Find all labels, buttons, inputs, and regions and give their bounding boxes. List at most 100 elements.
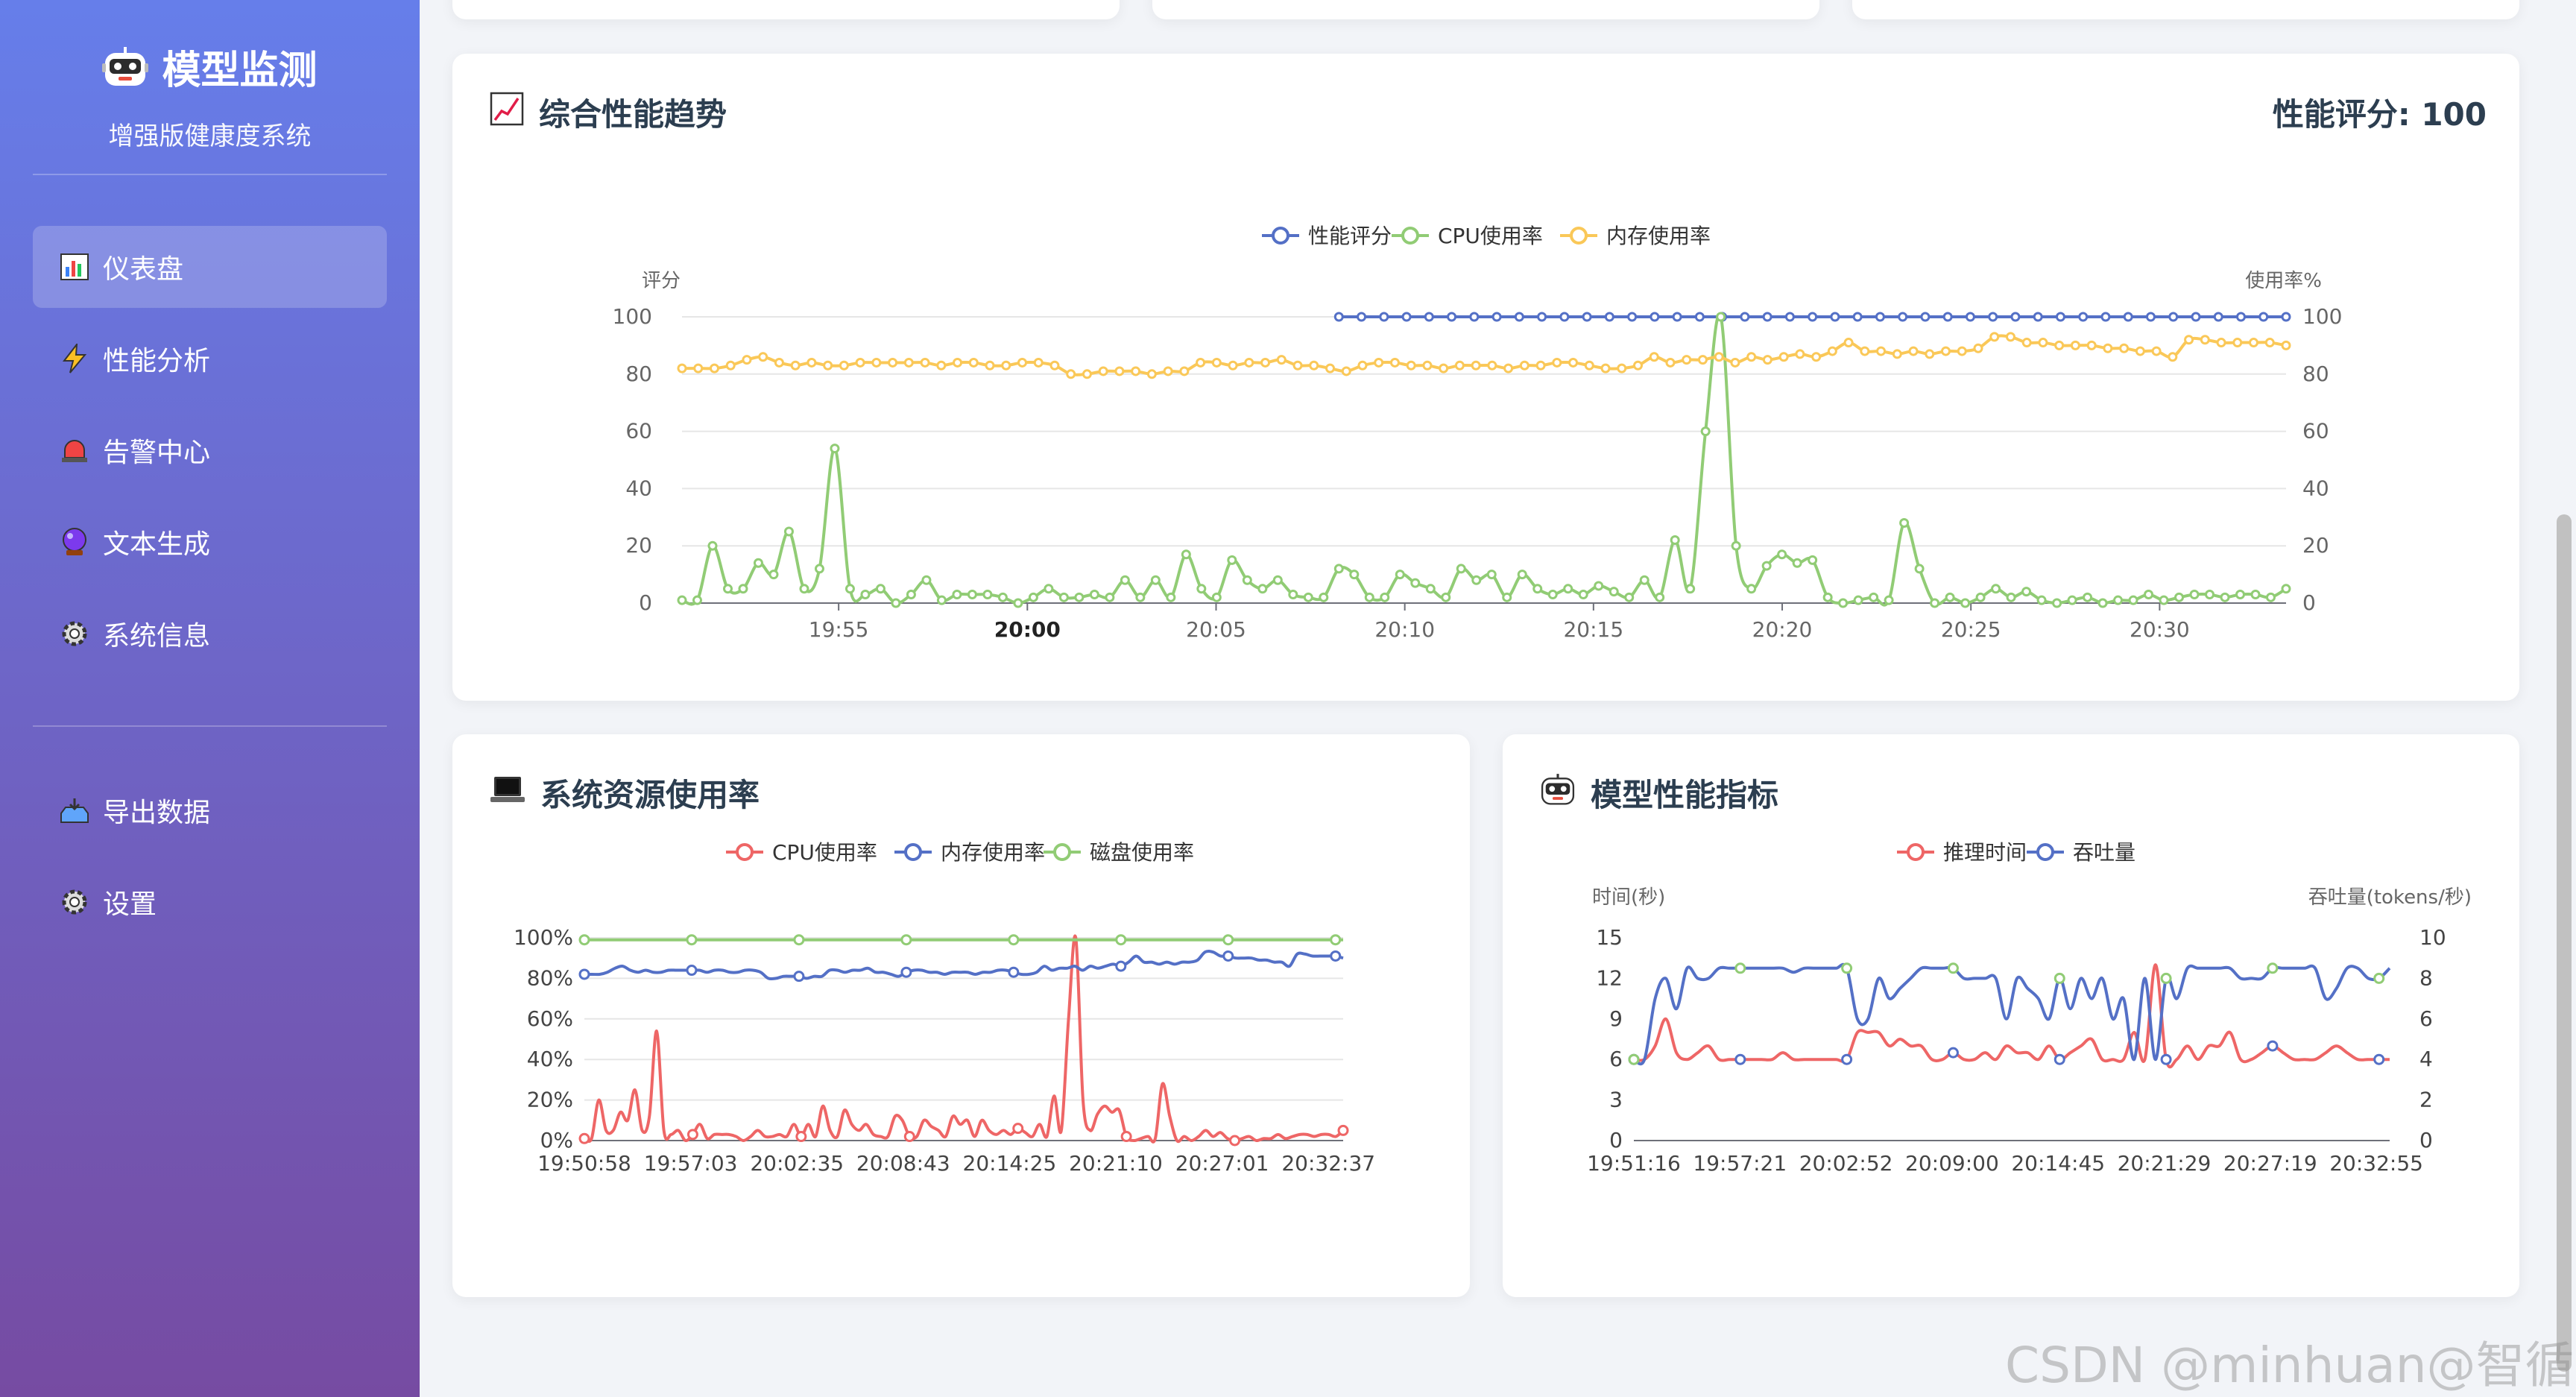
robot-icon [102,45,149,89]
data-point [903,357,914,368]
y-tick-label: 20% [527,1088,573,1112]
data-point [2249,338,2259,348]
data-point [1257,584,1268,594]
x-tick-label: 19:50:58 [537,1151,631,1176]
data-point [814,564,824,574]
resource-title: 系统资源使用率 [490,770,760,816]
data-point [707,540,718,551]
data-point [2100,312,2111,322]
data-point [1778,352,1789,362]
data-point [1244,357,1254,368]
data-point [1547,589,1558,599]
y-tick-label: 60 [625,419,652,444]
brand: 模型监测 增强版健康度系统 [0,39,420,152]
data-point [903,1131,915,1143]
x-tick-label: 20:21:10 [1069,1151,1163,1176]
data-point [952,589,962,599]
data-point [1860,346,1870,356]
data-point [1965,312,1975,322]
y-tick-label: 0% [540,1128,573,1152]
data-point [1033,357,1044,368]
data-point [1584,360,1594,370]
x-tick-label: 20:14:45 [2011,1151,2105,1176]
data-point [1650,312,1660,322]
y2-axis-label: 吞吐量(tokens/秒) [2308,886,2472,909]
data-point [1425,584,1436,594]
x-tick-label: 19:55 [809,617,869,642]
data-point [2070,340,2080,350]
data-point [1163,366,1173,376]
trend-card: 综合性能趋势 性能评分: 100 性能评分 CPU使用率 内存使用率 评分 使用率% 0 0… [452,54,2519,701]
data-point [888,357,898,368]
y2-axis-label: 使用率% [2245,270,2322,292]
data-point [1957,346,1967,356]
data-point [2067,595,2077,605]
y2-tick-label: 60 [2302,419,2329,444]
data-point [1672,312,1682,322]
data-point [2266,592,2276,602]
nav-item-settings[interactable]: 设置 [33,861,387,943]
data-point [1947,962,1959,974]
data-point [1456,564,1466,574]
data-point [1502,592,1512,602]
nav-item-system-info[interactable]: 系统信息 [33,593,387,675]
data-point [1074,592,1085,602]
data-point [686,965,698,977]
data-point [2220,592,2230,602]
data-point [830,444,840,454]
nav-item-text-gen[interactable]: 文本生成 [33,501,387,583]
data-point [1013,598,1023,608]
legend-marker [736,843,754,861]
data-point [2373,1053,2385,1065]
nav-item-dashboard[interactable]: 仪表盘 [33,226,387,308]
siren-icon [60,435,89,465]
series-line [681,312,2288,607]
scrollbar[interactable] [2557,514,2572,1372]
nav-item-performance[interactable]: 性能分析 [33,318,387,400]
series-推理时间 [1628,963,2390,1069]
sidebar: 模型监测 增强版健康度系统 仪表盘 性能分析 告警中心 文本生成 系统信息 [0,0,420,1397]
data-point [1196,584,1207,594]
y-tick-label: 40% [527,1047,573,1071]
stat-card [1152,0,1819,19]
data-point [1685,584,1696,594]
nav-item-alerts[interactable]: 告警中心 [33,409,387,491]
data-point [1811,352,1822,362]
data-point [1714,352,1724,362]
data-point [2168,352,2178,362]
data-point [1303,592,1313,602]
data-point [1364,592,1374,602]
data-point [1941,346,1951,356]
data-point [2052,598,2062,608]
trend-title: 综合性能趋势 [490,89,727,135]
data-point [1975,592,1986,602]
data-point [1694,312,1705,322]
data-point [578,968,590,980]
data-point [1341,366,1351,376]
data-point [1892,349,1902,359]
data-point [985,360,995,370]
data-point [1115,960,1127,972]
data-point [1222,950,1234,962]
divider [33,725,387,727]
x-tick-label: 20:02:52 [1799,1151,1893,1176]
y-tick-label: 6 [1609,1047,1623,1071]
data-point [2200,335,2210,345]
data-point [823,360,833,370]
data-point [920,357,930,368]
data-point [1374,357,1384,368]
nav-label: 仪表盘 [103,254,184,285]
data-point [1852,312,1863,322]
data-point [2097,598,2108,608]
data-point [1649,352,1659,362]
data-point [1792,558,1802,568]
data-point [982,589,993,599]
data-point [1600,363,1611,373]
data-point [1777,549,1787,560]
data-point [1406,360,1416,370]
nav-item-export[interactable]: 导出数据 [33,769,387,851]
data-point [742,355,752,365]
data-point [725,360,736,370]
data-point [1899,517,1910,528]
data-point [2191,312,2201,322]
